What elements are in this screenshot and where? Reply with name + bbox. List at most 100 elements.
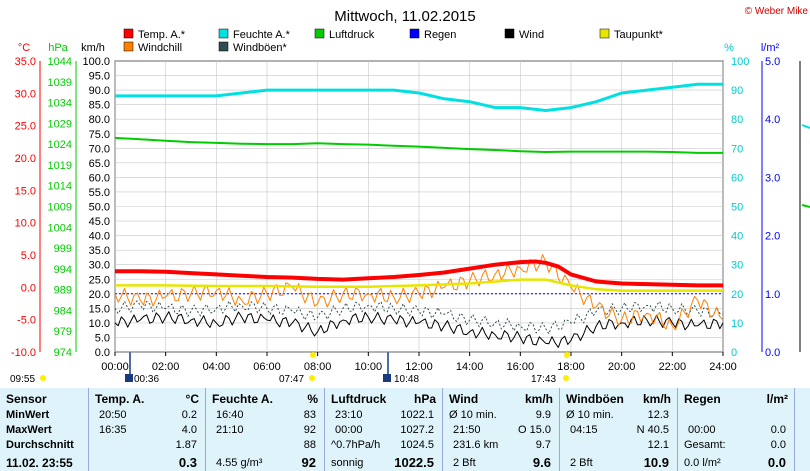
wind-distance: 231.6 km xyxy=(453,439,499,451)
separator xyxy=(442,388,443,471)
press-avg: 1024.5 xyxy=(400,439,434,451)
temp-tick-label: 35.0 xyxy=(15,56,36,68)
hum-title: Feuchte A. xyxy=(212,392,273,406)
rain-unit-label: l/m² xyxy=(761,42,780,54)
hum-current: 92 xyxy=(301,455,316,470)
temp-tick-label: 30.0 xyxy=(15,88,36,100)
x-tick-label: 24:00 xyxy=(709,361,737,373)
axes: 35.0 30.0 25.0 20.0 15.0 10.0 5.0 0.0 -5.0 -10.0 1… xyxy=(11,56,780,373)
pressure-tick-label: 999 xyxy=(54,243,72,255)
press-title: Luftdruck xyxy=(331,392,387,406)
temp-tick-label: 20.0 xyxy=(15,153,36,165)
legend-label: Temp. A.* xyxy=(138,29,186,41)
x-tick-label: 14:00 xyxy=(456,361,484,373)
x-tick-label: 20:00 xyxy=(608,361,636,373)
legend-label: Windböen* xyxy=(233,42,288,54)
wind-unit-label: km/h xyxy=(81,42,105,54)
stats-temp: Temp. A. °C 20:50 0.2 16:35 4.0 1.87 0.3 xyxy=(89,388,205,471)
humidity-tick-label: 100 xyxy=(731,56,749,68)
rain-title: Regen xyxy=(684,392,721,406)
hum-min-time: 16:40 xyxy=(216,409,244,421)
wind-max: O 15.0 xyxy=(517,424,551,436)
wind-tick-label: 45.0 xyxy=(89,216,110,228)
copyright[interactable]: © Weber Mike xyxy=(745,6,809,17)
pressure-tick-label: 979 xyxy=(54,326,72,338)
gust-title: Windböen xyxy=(566,392,624,406)
temp-avg: 1.87 xyxy=(175,439,197,451)
press-min: 1022.1 xyxy=(400,409,434,421)
moon-icon xyxy=(125,374,133,382)
separator xyxy=(794,388,795,471)
temp-tick-label: -10.0 xyxy=(11,347,36,359)
stats-row-labels: Sensor MinWert MaxWert Durchschnitt 11.0… xyxy=(0,388,88,471)
x-tick-label: 16:00 xyxy=(507,361,535,373)
moonset-time: 10:48 xyxy=(394,374,419,385)
legend-label: Windchill xyxy=(138,42,182,54)
x-tick-label: 18:00 xyxy=(557,361,585,373)
gust-current: 10.9 xyxy=(643,455,669,470)
press-trend: ^0.7hPa/h xyxy=(331,439,381,451)
pressure-tick-label: 1034 xyxy=(48,98,72,110)
series-line-windchill xyxy=(114,254,724,331)
x-tick-label: 00:00 xyxy=(101,361,129,373)
legend-swatch xyxy=(123,41,134,52)
humidity-tick-label: 40 xyxy=(731,231,743,243)
sunrise-time: 09:55 xyxy=(10,374,35,385)
press-current: 1022.5 xyxy=(394,455,434,470)
legend-label: Luftdruck xyxy=(329,29,375,41)
pressure-unit-label: hPa xyxy=(48,42,68,54)
gust-max: N 40.5 xyxy=(636,424,669,436)
legend-swatch xyxy=(599,28,610,39)
wind-tick-label: 100.0 xyxy=(82,56,110,68)
wind-tick-label: 95.0 xyxy=(89,71,110,83)
hum-min: 83 xyxy=(303,409,316,421)
wind-tick-label: 65.0 xyxy=(89,158,110,170)
statistics-table: Sensor MinWert MaxWert Durchschnitt 11.0… xyxy=(0,388,810,471)
humidity-tick-label: 80 xyxy=(731,114,743,126)
time-markers: 09:55 00:36 07:47 10:48 17:43 xyxy=(10,352,570,385)
rain-max-time: 00:00 xyxy=(688,424,716,436)
temp-max: 4.0 xyxy=(181,424,197,436)
separator xyxy=(88,388,89,471)
wind-tick-label: 70.0 xyxy=(89,143,110,155)
rain-current: 0.0 xyxy=(767,455,786,470)
legend-label: Wind xyxy=(519,29,544,41)
hum-avg: 88 xyxy=(303,439,316,451)
stats-humidity: Feuchte A. % 16:40 83 21:10 92 88 4.55 g… xyxy=(206,388,324,471)
gust-min: 12.3 xyxy=(647,409,669,421)
pressure-tick-label: 1044 xyxy=(48,56,72,68)
series-line-taupunkt xyxy=(115,278,723,292)
stats-label-current: 11.02. 23:55 xyxy=(6,456,73,470)
stats-wind: Wind km/h Ø 10 min. 9.9 21:50 O 15.0 231… xyxy=(443,388,559,471)
press-max-time: 00:00 xyxy=(335,424,363,436)
pressure-tick-label: 974 xyxy=(54,347,72,359)
temp-tick-label: 5.0 xyxy=(21,250,36,262)
right-edge-partial xyxy=(799,61,810,352)
pressure-tick-label: 984 xyxy=(54,305,72,317)
legend-swatch xyxy=(218,28,229,39)
gust-unit: km/h xyxy=(642,392,671,406)
sun-marker xyxy=(564,352,570,358)
wind-unit: km/h xyxy=(524,392,553,406)
temp-unit: °C xyxy=(185,392,199,406)
humidity-tick-label: 90 xyxy=(731,85,743,97)
wind-max-time: 21:50 xyxy=(453,424,481,436)
legend-swatch xyxy=(218,41,229,52)
humidity-tick-label: 70 xyxy=(731,143,743,155)
legend-swatch xyxy=(314,28,325,39)
x-tick-label: 02:00 xyxy=(152,361,180,373)
separator xyxy=(324,388,325,471)
wind-current: 9.6 xyxy=(532,455,551,470)
wind-min: 9.9 xyxy=(535,409,551,421)
press-min-time: 23:10 xyxy=(335,409,363,421)
rain-max: 0.0 xyxy=(770,424,786,436)
stats-label-avg: Durchschnitt xyxy=(6,439,74,451)
gust-max-time: 04:15 xyxy=(570,424,598,436)
wind-tick-label: 75.0 xyxy=(89,129,110,141)
humidity-tick-label: 0 xyxy=(731,347,737,359)
press-max: 1027.2 xyxy=(400,424,434,436)
temp-min: 0.2 xyxy=(181,409,197,421)
wind-tick-label: 80.0 xyxy=(89,114,110,126)
stats-label-max: MaxWert xyxy=(6,424,52,436)
pressure-tick-label: 1039 xyxy=(48,77,72,89)
